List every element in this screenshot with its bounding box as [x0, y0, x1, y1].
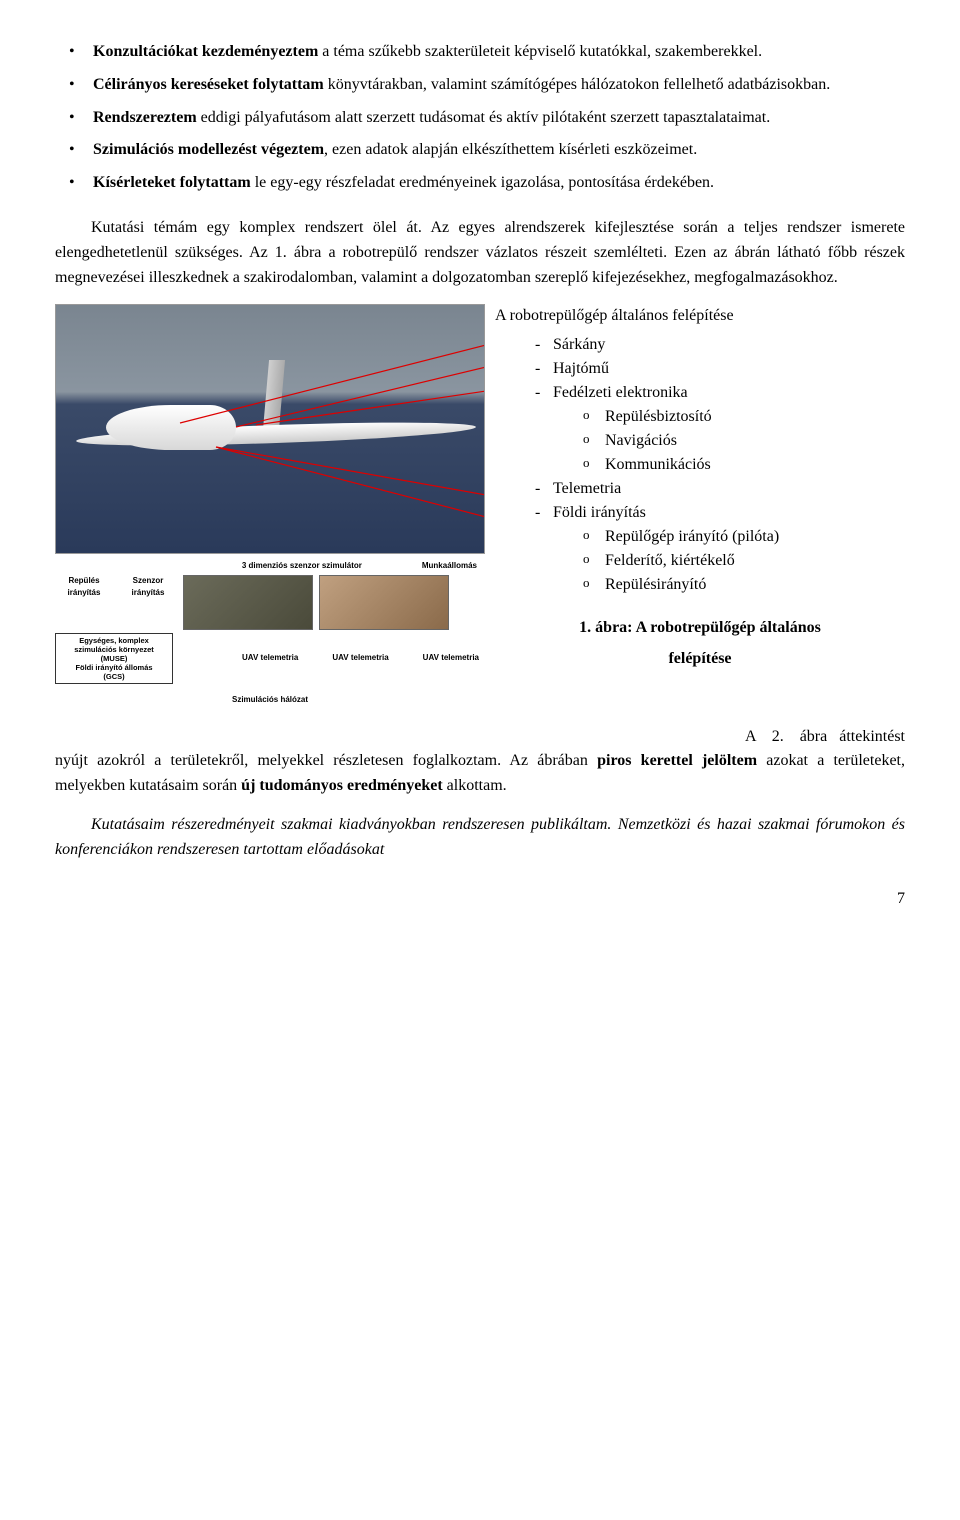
- sim-thumb-map: [319, 575, 449, 630]
- bullet-rest: , ezen adatok alapján elkészíthettem kís…: [324, 141, 697, 158]
- bullet-rest: a téma szűkebb szakterületeit képviselő …: [318, 43, 762, 60]
- paragraph-3: Kutatásaim részeredményeit szakmai kiadv…: [55, 813, 905, 863]
- bullet-prefix: Rendszereztem: [93, 109, 197, 126]
- label-uav-telemetry-1: UAV telemetria: [242, 652, 298, 664]
- outline-subitem: Repülésbiztosító: [583, 405, 905, 429]
- bullet-item: Célirányos kereséseket folytattam könyvt…: [55, 73, 905, 98]
- outline-sublist: Repülésbiztosító Navigációs Kommunikáció…: [553, 405, 905, 477]
- outline-item: Földi irányítás Repülőgép irányító (piló…: [535, 501, 905, 597]
- outline-list: Sárkány Hajtómű Fedélzeti elektronika Re…: [495, 333, 905, 597]
- label-sensor-control: Szenzor irányítás: [119, 575, 177, 600]
- caption-line-1: 1. ábra: A robotrepülőgép általános: [495, 613, 905, 643]
- sim-thumb-terrain: [183, 575, 313, 630]
- figure-right-column: A robotrepülőgép általános felépítése Sá…: [495, 304, 905, 678]
- label-3d-sensor: 3 dimenziós szenzor szimulátor: [242, 560, 362, 572]
- outline-title: A robotrepülőgép általános felépítése: [495, 304, 905, 329]
- bullet-rest: könyvtárakban, valamint számítógépes hál…: [324, 76, 831, 93]
- bullet-item: Konzultációkat kezdeményeztem a téma szű…: [55, 40, 905, 65]
- outline-item: Fedélzeti elektronika Repülésbiztosító N…: [535, 381, 905, 477]
- label-uav-telemetry-2: UAV telemetria: [332, 652, 388, 664]
- uav-render-image: [55, 304, 485, 554]
- outline-subitem: Navigációs: [583, 429, 905, 453]
- para2-part-b: piros kerettel jelöltem: [597, 752, 757, 769]
- bullet-item: Szimulációs modellezést végeztem, ezen a…: [55, 138, 905, 163]
- figure-caption: 1. ábra: A robotrepülőgép általános felé…: [495, 613, 905, 674]
- label-uav-telemetry-3: UAV telemetria: [423, 652, 479, 664]
- para2-part-e: alkottam.: [443, 777, 507, 794]
- outline-item: Telemetria: [535, 477, 905, 501]
- para2-lead: A 2. ábra áttekintést: [55, 725, 905, 750]
- figure-1: 3 dimenziós szenzor szimulátor Munkaállo…: [55, 304, 905, 710]
- label-workstation: Munkaállomás: [422, 560, 477, 572]
- bullet-list: Konzultációkat kezdeményeztem a téma szű…: [55, 40, 905, 196]
- bullet-prefix: Szimulációs modellezést végeztem: [93, 141, 324, 158]
- outline-subitem: Repülőgép irányító (pilóta): [583, 525, 905, 549]
- page-number: 7: [55, 887, 905, 912]
- outline-item: Hajtómű: [535, 357, 905, 381]
- bullet-prefix: Célirányos kereséseket folytattam: [93, 76, 324, 93]
- paragraph-2: A 2. ábra áttekintést nyújt azokról a te…: [55, 725, 905, 799]
- bullet-prefix: Kísérleteket folytattam: [93, 174, 251, 191]
- gcs-box: Egységes, komplex szimulációs környezet …: [55, 633, 173, 684]
- label-sim-network: Szimulációs hálózat: [232, 695, 308, 704]
- outline-sublist: Repülőgép irányító (pilóta) Felderítő, k…: [553, 525, 905, 597]
- para2-part-d: új tudományos eredményeket: [241, 777, 442, 794]
- bullet-item: Kísérleteket folytattam le egy-egy részf…: [55, 171, 905, 196]
- paragraph-1: Kutatási témám egy komplex rendszert öle…: [55, 216, 905, 290]
- caption-line-2: felépítése: [495, 644, 905, 674]
- para2-part-a: nyújt azokról a területekről, melyekkel …: [55, 752, 597, 769]
- leader-lines-svg: [56, 305, 485, 554]
- figure-left-column: 3 dimenziós szenzor szimulátor Munkaállo…: [55, 304, 485, 710]
- simulation-labels-block: 3 dimenziós szenzor szimulátor Munkaállo…: [55, 560, 485, 710]
- outline-subitem: Repülésirányító: [583, 573, 905, 597]
- bullet-prefix: Konzultációkat kezdeményeztem: [93, 43, 318, 60]
- outline-subitem: Kommunikációs: [583, 453, 905, 477]
- label-flight-control: Repülés irányítás: [55, 575, 113, 600]
- outline-subitem: Felderítő, kiértékelő: [583, 549, 905, 573]
- bullet-rest: le egy-egy részfeladat eredményeinek iga…: [251, 174, 714, 191]
- outline-item: Sárkány: [535, 333, 905, 357]
- bullet-item: Rendszereztem eddigi pályafutásom alatt …: [55, 106, 905, 131]
- bullet-rest: eddigi pályafutásom alatt szerzett tudás…: [197, 109, 771, 126]
